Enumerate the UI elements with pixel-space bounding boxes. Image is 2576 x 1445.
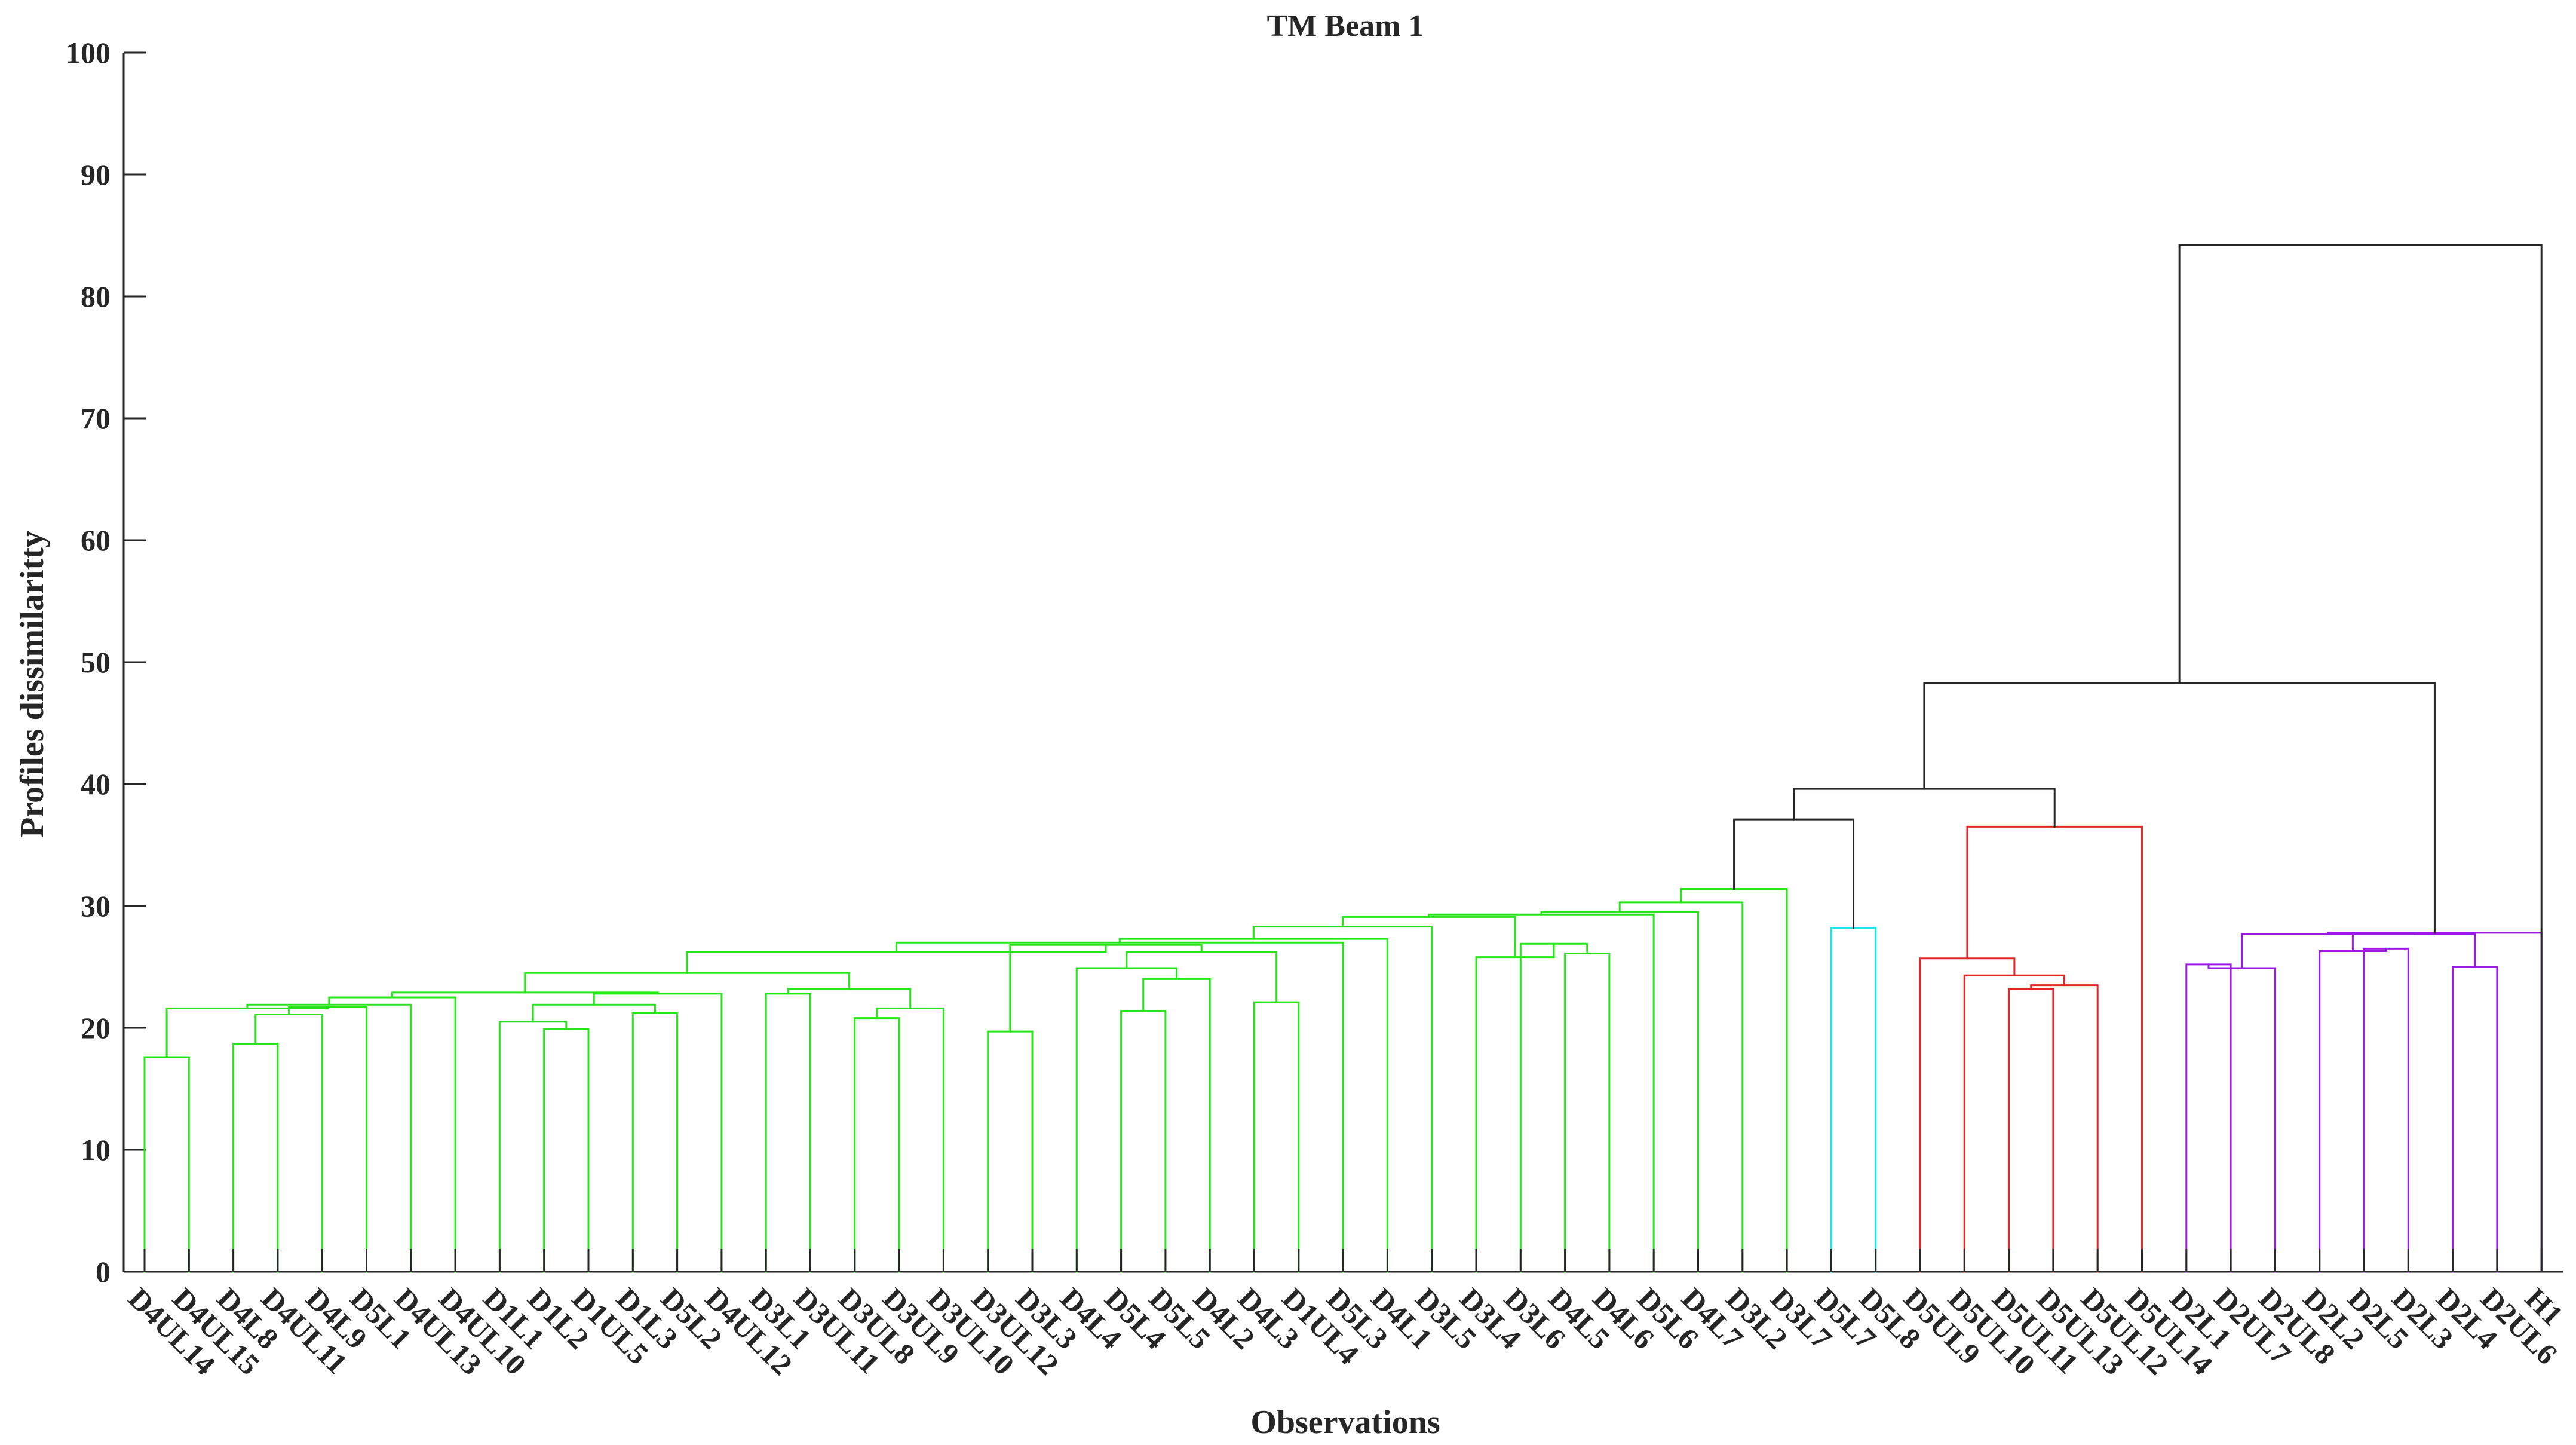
dendrogram-link — [593, 993, 723, 1273]
dendrogram-link — [1793, 788, 2056, 828]
dendrogram-link — [1009, 944, 1203, 1033]
y-axis-label: Profiles dissimilaritty — [14, 531, 51, 838]
dendrogram-link — [787, 988, 912, 1009]
chart-title: TM Beam 1 — [1267, 9, 1424, 43]
dendrogram-link — [2207, 963, 2276, 1273]
dendrogram-link — [1342, 916, 1516, 959]
dendrogram-link — [1564, 953, 1611, 1273]
dendrogram-link — [987, 1030, 1034, 1273]
dendrogram-link — [1519, 942, 1588, 1273]
dendrogram-links — [143, 244, 2543, 1273]
x-tick-labels: D4UL14D4UL15D4L8D4UL11D4L9D5L1D4UL13D4UL… — [122, 1249, 2569, 1381]
dendrogram-link — [246, 1003, 412, 1273]
y-tick-label: 40 — [81, 767, 111, 801]
dendrogram-link — [1126, 951, 1278, 1003]
dendrogram-link — [854, 1017, 900, 1273]
dendrogram-link — [2008, 988, 2054, 1273]
dendrogram-link — [498, 1021, 568, 1273]
y-tick-label: 10 — [81, 1133, 111, 1167]
dendrogram-link — [1966, 825, 2143, 1273]
y-tick-label: 100 — [66, 36, 111, 69]
y-tick-label: 90 — [81, 158, 111, 191]
dendrogram-link — [1428, 913, 1655, 1273]
y-tick-label: 20 — [81, 1011, 111, 1045]
dendrogram-link — [1733, 818, 1855, 929]
dendrogram-link — [2241, 933, 2415, 969]
y-tick-label: 80 — [81, 280, 111, 313]
y-tick-label: 50 — [81, 645, 111, 679]
dendrogram-link — [2363, 947, 2409, 1273]
dendrogram-link — [328, 996, 456, 1273]
dendrogram-link — [1120, 1009, 1167, 1273]
dendrogram-link — [1830, 927, 1877, 1273]
y-tick-label: 70 — [81, 402, 111, 435]
dendrogram-link — [765, 993, 811, 1273]
dendrogram-link — [2327, 932, 2543, 1273]
dendrogram-link — [232, 1043, 279, 1273]
dendrogram-link — [2319, 947, 2387, 1273]
dendrogram-link — [543, 1028, 590, 1273]
dendrogram-link — [1923, 682, 2436, 934]
dendrogram-link — [2178, 244, 2543, 1273]
y-tick-label: 30 — [81, 889, 111, 923]
dendrogram-link — [254, 1014, 323, 1273]
dendrogram-link — [1919, 957, 2016, 1273]
dendrogram-link — [876, 1007, 944, 1273]
dendrogram-link — [1963, 974, 2065, 1273]
x-axis-label: Observations — [1250, 1404, 1440, 1441]
dendrogram-link — [1475, 942, 1555, 1273]
dendrogram-link — [1075, 967, 1177, 1273]
dendrogram-link — [1253, 1001, 1300, 1273]
dendrogram-link — [1618, 901, 1744, 1273]
dendrogram-link — [2185, 963, 2232, 1273]
dendrogram-link — [1142, 978, 1211, 1273]
dendrogram-link — [287, 1006, 367, 1273]
dendrogram-link — [143, 1056, 190, 1273]
dendrogram-link — [1680, 887, 1788, 1273]
dendrogram-link — [631, 1012, 679, 1273]
dendrogram-link — [2030, 984, 2099, 1273]
y-ticks: 0 10 20 30 40 50 60 70 80 90 100 — [66, 36, 146, 1288]
y-tick-label: 0 — [96, 1255, 111, 1288]
y-tick-label: 60 — [81, 523, 111, 557]
dendrogram-link — [2452, 966, 2498, 1273]
